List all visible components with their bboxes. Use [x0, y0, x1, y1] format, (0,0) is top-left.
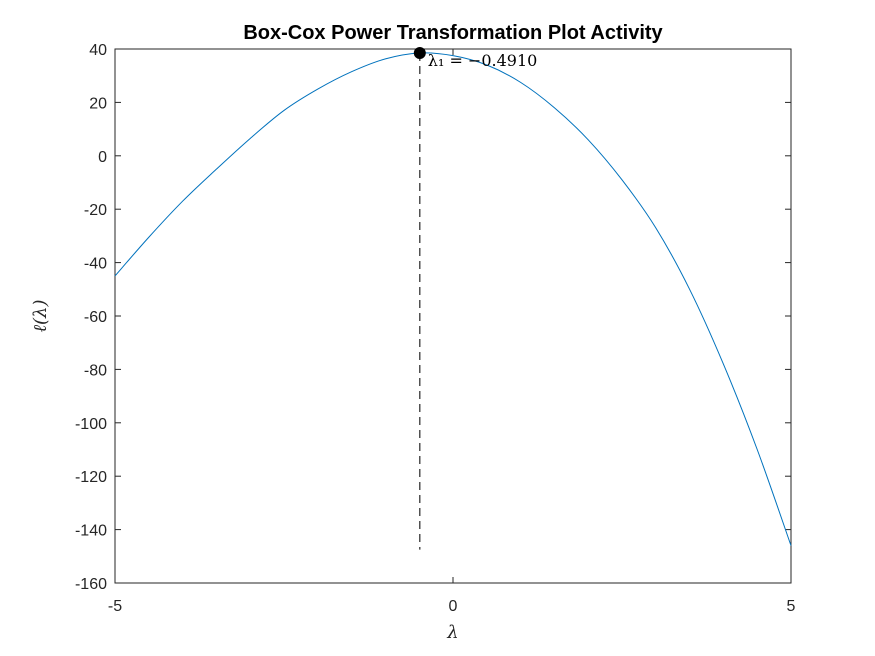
x-axis: -5 0 5 — [108, 49, 796, 615]
y-axis: -160 -140 -120 -100 -80 -60 -40 -20 0 20 40 — [75, 42, 791, 593]
y-tick-label: -160 — [75, 576, 107, 593]
y-tick-label: -80 — [84, 362, 107, 379]
x-tick-label: -5 — [108, 598, 122, 615]
x-tick-label: 5 — [787, 598, 796, 615]
plot-area — [114, 48, 792, 584]
optimum-point — [413, 47, 426, 60]
y-tick-label: -40 — [84, 256, 107, 273]
y-axis-label: ℓ(λ) — [30, 300, 51, 333]
x-axis-label: λ — [446, 622, 458, 643]
y-tick-label: -140 — [75, 523, 107, 540]
y-tick-label: -60 — [84, 309, 107, 326]
y-tick-label: -120 — [75, 469, 107, 486]
y-tick-label: 20 — [89, 95, 107, 112]
x-tick-label: 0 — [449, 598, 458, 615]
y-tick-label: 40 — [89, 42, 107, 59]
series-line — [114, 52, 792, 546]
y-tick-label: -20 — [84, 202, 107, 219]
y-tick-label: -100 — [75, 416, 107, 433]
y-tick-label: 0 — [98, 149, 107, 166]
optimum-annotation: λ₁ = −0.4910 — [428, 51, 538, 70]
chart-title: Box-Cox Power Transformation Plot Activi… — [243, 22, 663, 44]
